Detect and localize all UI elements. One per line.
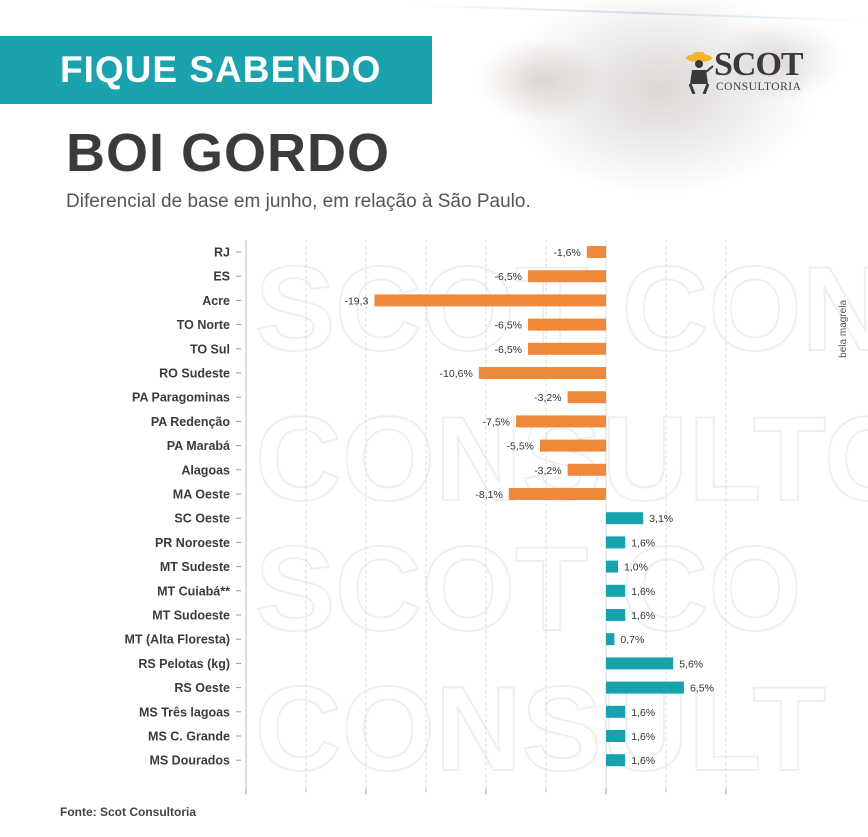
value-label: 3,1%: [649, 513, 673, 525]
bar: [606, 536, 626, 549]
category-label: MT Sudeste: [160, 560, 230, 574]
category-label: RS Pelotas (kg): [138, 657, 230, 671]
banner-text: FIQUE SABENDO: [60, 49, 382, 90]
category-label: MS Três lagoas: [139, 705, 230, 719]
bar: [606, 705, 626, 718]
value-label: 1,6%: [631, 610, 655, 622]
svg-text:CONSULTO: CONSULTO: [255, 392, 868, 526]
bar: [508, 488, 606, 500]
source-note: Fonte: Scot Consultoria: [60, 805, 196, 819]
category-label: Alagoas: [181, 463, 230, 477]
bar: [606, 730, 626, 742]
value-label: -10,6%: [440, 368, 473, 380]
value-label: -6,5%: [495, 271, 522, 283]
svg-text:SCOT CON: SCOT CON: [255, 242, 868, 376]
value-label: -1,6%: [553, 247, 580, 259]
cowboy-logo-icon: [686, 52, 714, 94]
bar: [528, 342, 606, 355]
value-label: 1,6%: [631, 755, 655, 767]
bar: [606, 609, 626, 621]
bar: [586, 246, 606, 258]
bar: [606, 754, 626, 767]
x-axis-ticks: -30%-20%-10%010%: [245, 788, 727, 795]
category-label: MA Oeste: [173, 488, 230, 502]
category-label: Acre: [202, 294, 230, 308]
category-label: TO Sul: [190, 342, 230, 356]
value-label: 1,6%: [631, 707, 655, 719]
watermark: SCOT CON CONSULTO SCOT CO CONSULT: [254, 241, 868, 797]
banner: [0, 36, 432, 104]
value-label: -8,1%: [475, 489, 502, 501]
category-label: RJ: [214, 246, 230, 260]
bar: [567, 391, 606, 404]
category-label: RS Oeste: [174, 681, 230, 695]
page-subtitle: Diferencial de base em junho, em relação…: [66, 191, 531, 212]
bar: [516, 415, 606, 428]
category-label: MT (Alta Floresta): [124, 633, 230, 647]
bar: [606, 512, 644, 525]
value-label: -6,5%: [495, 320, 522, 332]
bar: [567, 463, 606, 476]
bar: [528, 270, 606, 283]
bar: [606, 560, 618, 573]
value-label: 1,6%: [631, 537, 655, 549]
category-label: RO Sudeste: [159, 367, 230, 381]
value-label: -3,2%: [534, 465, 561, 477]
value-label: -7,5%: [483, 416, 510, 428]
category-label: MT Cuiabá**: [157, 584, 230, 598]
bar: [606, 633, 615, 646]
category-label: MS Dourados: [149, 754, 230, 768]
bar: [540, 439, 606, 452]
value-label: 1,6%: [631, 731, 655, 743]
bar: [478, 367, 606, 379]
category-labels: RJ ES Acre TO Norte TO Sul RO Sudeste PA Parag…: [124, 246, 241, 768]
bar: [606, 584, 626, 597]
value-label: 1,6%: [631, 586, 655, 598]
bar: [374, 294, 606, 307]
svg-text:CONSULT: CONSULT: [255, 662, 826, 796]
category-label: MT Sudoeste: [152, 609, 230, 623]
bar: [606, 657, 674, 670]
page-title: BOI GORDO: [66, 123, 391, 183]
logo-subtitle: CONSULTORIA: [716, 81, 802, 93]
value-label: -6,5%: [495, 344, 522, 356]
scot-logo: SCOT CONSULTORIA: [684, 48, 814, 98]
category-label: PA Paragominas: [132, 391, 230, 405]
value-label: -19,3: [344, 295, 368, 307]
bar-chart: SCOT CON CONSULTO SCOT CO CONSULT RJ ES Ac…: [124, 240, 868, 797]
value-label: 1,0%: [624, 562, 648, 574]
category-label: PR Noroeste: [155, 536, 230, 550]
category-label: MS C. Grande: [148, 730, 230, 744]
category-label: PA Redenção: [151, 415, 231, 429]
category-label: TO Norte: [177, 318, 230, 332]
chart-bars: [374, 246, 684, 767]
logo-name: SCOT: [714, 46, 804, 83]
value-label: -5,5%: [507, 441, 534, 453]
category-label: SC Oeste: [174, 512, 230, 526]
value-label: 6,5%: [690, 683, 714, 695]
value-label: 5,6%: [679, 658, 703, 670]
bar: [528, 318, 606, 331]
svg-text:SCOT CO: SCOT CO: [255, 522, 802, 656]
value-label: -3,2%: [534, 392, 561, 404]
background-photo: [430, 0, 868, 240]
category-label: PA Marabá: [167, 439, 230, 453]
value-labels: -1,6% -6,5% -19,3 -6,5% -6,5% -10,6% -3,2% -7,5…: [344, 247, 713, 767]
category-label: ES: [213, 270, 230, 284]
value-label: 0,7%: [620, 634, 644, 646]
bar: [606, 681, 684, 694]
